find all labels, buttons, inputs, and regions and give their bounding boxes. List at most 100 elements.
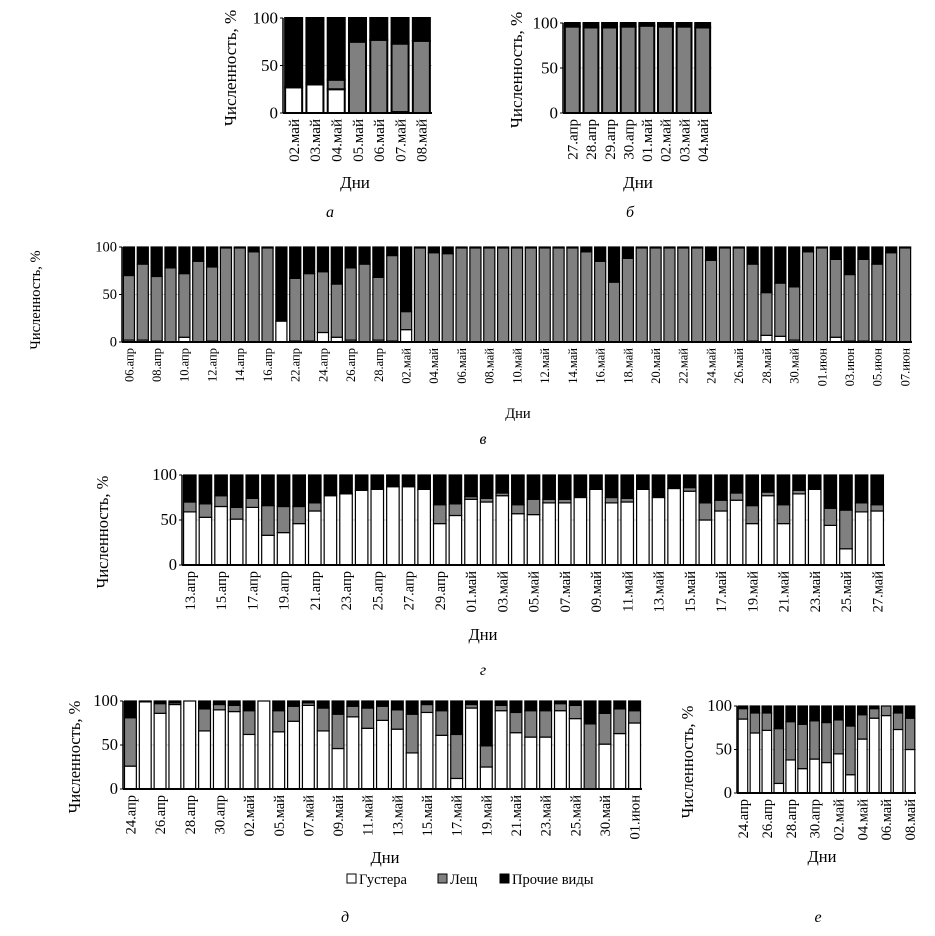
bar-segment-Прочие виды xyxy=(604,474,619,499)
x-tick-label: 30.апр xyxy=(212,795,228,834)
bar-segment-Лещ xyxy=(524,710,538,738)
bar-segment-Прочие виды xyxy=(307,474,322,504)
bar-segment-Лещ xyxy=(233,247,246,343)
bar-segment-Прочие виды xyxy=(411,17,431,42)
bar-segment-Лещ xyxy=(302,273,316,342)
bar-segment-Лещ xyxy=(182,501,197,513)
bar-segment-Густера xyxy=(573,496,588,566)
bar-segment-Лещ xyxy=(583,723,597,790)
bar-segment-Лещ xyxy=(619,25,637,115)
bar-segment-Густера xyxy=(682,490,697,566)
x-tick-label: 28.апр xyxy=(372,348,386,382)
bar-segment-Прочие виды xyxy=(417,474,431,490)
bar-segment-Прочие виды xyxy=(347,17,368,43)
x-tick-label: 07.июн xyxy=(898,348,912,387)
bar-segment-Лещ xyxy=(432,504,447,525)
bar-segment-Прочие виды xyxy=(539,700,553,712)
bar-segment-Лещ xyxy=(553,703,567,712)
x-tick-label: 03.июн xyxy=(843,348,857,387)
bar-segment-Прочие виды xyxy=(788,246,801,288)
x-tick-label: 25.май xyxy=(839,571,855,613)
bar-segment-Прочие виды xyxy=(323,474,338,497)
bar-segment-Прочие виды xyxy=(844,705,856,727)
bar-segment-Лещ xyxy=(663,247,676,343)
bar-segment-Лещ xyxy=(509,711,523,734)
bar-segment-Прочие виды xyxy=(455,246,468,249)
panel-letter: в xyxy=(480,431,487,448)
bar-segment-Прочие виды xyxy=(651,474,666,499)
y-tick-label: 50 xyxy=(161,510,178,529)
bar-segment-Прочие виды xyxy=(509,700,523,714)
bar-segment-Прочие виды xyxy=(682,474,697,489)
bar-segment-Лещ xyxy=(326,78,346,91)
bar-segment-Густера xyxy=(495,495,510,566)
bar-segment-Прочие виды xyxy=(479,700,493,747)
bar-segment-Прочие виды xyxy=(435,700,449,712)
bar-segment-Прочие виды xyxy=(801,246,815,253)
bar-segment-Лещ xyxy=(330,283,343,338)
bar-segment-Лещ xyxy=(904,717,916,751)
bar-segment-Густера xyxy=(589,488,603,566)
bar-segment-Лещ xyxy=(539,710,553,738)
bar-segment-Прочие виды xyxy=(292,474,307,508)
bar-segment-Прочие виды xyxy=(510,246,524,249)
bar-segment-Прочие виды xyxy=(358,246,371,265)
bar-segment-Густера xyxy=(361,727,375,790)
bar-segment-Лещ xyxy=(242,710,256,736)
bar-segment-Густера xyxy=(326,88,346,114)
x-tick-label: 27.апр xyxy=(402,571,418,610)
bar-segment-Густера xyxy=(284,86,304,114)
x-tick-label: 13.май xyxy=(390,795,406,837)
bar-segment-Прочие виды xyxy=(526,474,541,500)
x-tick-label: 25.апр xyxy=(370,571,386,610)
bar-segment-Густера xyxy=(257,700,271,790)
x-tick-label: 04.май xyxy=(696,119,712,162)
bar-segment-Прочие виды xyxy=(483,246,496,249)
bar-segment-Лещ xyxy=(898,247,912,343)
bar-segment-Прочие виды xyxy=(136,246,149,265)
bar-segment-Лещ xyxy=(219,247,233,343)
bar-segment-Прочие виды xyxy=(870,474,885,506)
bar-segment-Лещ xyxy=(307,502,322,512)
bar-segment-Прочие виды xyxy=(386,474,400,488)
bar-segment-Лещ xyxy=(413,247,427,343)
x-axis-label: Дни xyxy=(371,848,400,867)
bar-segment-Прочие виды xyxy=(809,705,820,722)
x-tick-label: 14.апр xyxy=(233,348,247,382)
bar-segment-Густера xyxy=(809,758,820,794)
bar-segment-Лещ xyxy=(580,251,593,343)
bar-segment-Прочие виды xyxy=(464,700,479,706)
bar-segment-Лещ xyxy=(737,708,749,720)
bar-segment-Лещ xyxy=(638,24,656,115)
bar-segment-Густера xyxy=(745,522,760,566)
bar-segment-Густера xyxy=(604,502,619,566)
bar-segment-Прочие виды xyxy=(261,474,275,507)
bar-segment-Густера xyxy=(212,709,226,790)
bar-segment-Прочие виды xyxy=(316,700,330,709)
bar-segment-Прочие виды xyxy=(732,246,745,249)
bar-segment-Лещ xyxy=(821,721,832,764)
legend-label: Лещ xyxy=(450,872,477,888)
bar-segment-Прочие виды xyxy=(607,246,621,283)
bar-segment-Лещ xyxy=(212,703,226,711)
x-tick-label: 24.апр xyxy=(736,799,752,838)
bar-segment-Прочие виды xyxy=(413,246,427,249)
bar-segment-Прочие виды xyxy=(619,22,637,28)
bar-segment-Лещ xyxy=(566,247,579,343)
bar-segment-Лещ xyxy=(261,505,275,536)
bar-segment-Прочие виды xyxy=(761,705,773,714)
x-tick-label: 12.май xyxy=(538,348,552,384)
bar-segment-Прочие виды xyxy=(718,246,732,249)
bar-segment-Прочие виды xyxy=(192,246,205,262)
y-tick-label: 100 xyxy=(152,465,177,484)
y-tick-label: 0 xyxy=(724,783,732,802)
bar-segment-Прочие виды xyxy=(168,700,182,704)
y-axis-label: Численность, % xyxy=(221,10,240,126)
bar-segment-Прочие виды xyxy=(346,700,360,707)
bar-segment-Прочие виды xyxy=(441,246,454,255)
bar-segment-Густера xyxy=(276,531,291,566)
bar-segment-Густера xyxy=(316,730,330,790)
bar-segment-Лещ xyxy=(361,707,375,729)
bar-segment-Густера xyxy=(613,732,627,790)
